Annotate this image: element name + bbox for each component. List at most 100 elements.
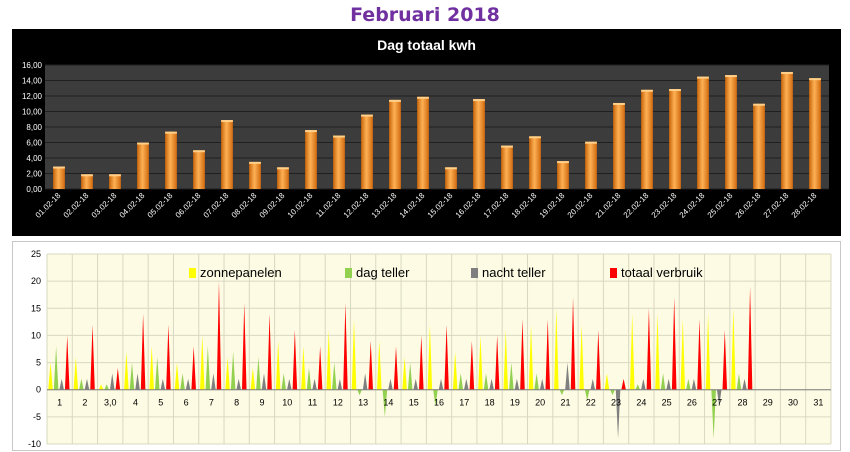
- x-tick-label: 14.02-18: [398, 191, 427, 220]
- series-spike: [160, 378, 166, 390]
- x-tick-label: 16.02-18: [454, 191, 483, 220]
- x-tick-label: 24: [636, 398, 646, 408]
- bar: [529, 136, 541, 189]
- bar-top: [613, 102, 625, 105]
- series-spike: [407, 362, 413, 390]
- series-spike: [191, 346, 196, 390]
- x-tick-label: 17.02-18: [482, 191, 511, 220]
- y-tick-label: 0,00: [26, 185, 42, 194]
- bar-top: [277, 167, 289, 170]
- x-tick-label: 04.02-18: [118, 191, 147, 220]
- series-spike: [351, 319, 357, 390]
- bar-top: [809, 78, 821, 81]
- series-spike: [124, 351, 129, 390]
- bar: [333, 135, 345, 189]
- bar: [221, 120, 233, 189]
- series-spike: [129, 362, 135, 390]
- x-tick-label: 10.02-18: [286, 191, 315, 220]
- x-tick-label: 10: [282, 398, 292, 408]
- series-spike: [716, 389, 722, 406]
- bar-top: [249, 161, 261, 164]
- series-spike: [98, 384, 104, 390]
- x-tick-label: 13: [358, 398, 368, 408]
- legend-item-nacht-teller: nacht teller: [471, 265, 546, 280]
- series-spike: [731, 308, 736, 390]
- y-tick-label: -10: [28, 439, 41, 449]
- bar-top: [501, 145, 513, 148]
- series-spike: [368, 340, 373, 390]
- series-spike: [413, 378, 419, 390]
- bar: [697, 76, 709, 189]
- x-tick-label: 31: [813, 398, 823, 408]
- series-spike: [241, 302, 247, 390]
- x-tick-label: 21: [560, 398, 570, 408]
- daily-total-chart: Dag totaal kwh 0,00 2,00 4,00 6,00 8,00 10,00…: [12, 29, 841, 236]
- x-tick-label: 22: [586, 398, 596, 408]
- series-spike: [520, 319, 525, 390]
- series-spike: [660, 373, 666, 390]
- series-spike: [109, 373, 115, 390]
- series-spike: [494, 335, 500, 390]
- series-spike: [256, 357, 261, 390]
- series-spike: [135, 373, 140, 390]
- series-spike: [174, 362, 180, 390]
- bar-top: [697, 76, 709, 79]
- y-tick-label: 6,00: [26, 139, 42, 148]
- x-tick-label: 03.02-18: [90, 191, 119, 220]
- series-spike: [503, 330, 509, 390]
- series-spike: [115, 368, 121, 390]
- bar-top: [81, 174, 93, 177]
- x-tick-label: 7: [209, 398, 214, 408]
- y-tick-label: 10: [31, 330, 41, 340]
- series-spike: [230, 351, 236, 390]
- bar: [669, 89, 681, 189]
- y-tick-label: 2,00: [26, 170, 42, 179]
- series-spike: [635, 384, 641, 390]
- series-spike: [180, 373, 185, 390]
- meter-chart: -10 -5 0 5 10 15 20 25 1 2 3,0 4 5 6 7 8 9 10 11 12 13 14 15 16…: [12, 241, 841, 451]
- x-tick-label: 16: [434, 398, 444, 408]
- x-tick-label: 05.02-18: [146, 191, 175, 220]
- series-spike: [433, 389, 438, 406]
- x-tick-label: 20.02-18: [566, 191, 595, 220]
- x-tick-label: 02.02-18: [62, 191, 91, 220]
- series-spike: [200, 335, 205, 390]
- series-spike: [686, 378, 691, 390]
- bar: [361, 114, 373, 189]
- bar: [725, 75, 737, 189]
- series-spike: [691, 378, 697, 390]
- bar: [81, 174, 93, 189]
- series-spike: [377, 340, 382, 390]
- series-spike: [402, 357, 407, 390]
- series-spike: [570, 297, 576, 390]
- series-spike: [509, 362, 514, 390]
- x-tick-label: 19: [510, 398, 520, 408]
- series-spike: [584, 389, 590, 401]
- y-tick-label: 12,00: [22, 92, 43, 101]
- x-tick-label: 30: [788, 398, 798, 408]
- bar: [473, 99, 485, 189]
- series-spike: [337, 378, 343, 390]
- series-spike: [287, 378, 292, 390]
- legend-label: nacht teller: [482, 265, 546, 280]
- series-spike: [596, 330, 601, 390]
- series-spike: [469, 340, 475, 390]
- legend-label: dag teller: [356, 265, 410, 280]
- x-tick-label: 11: [308, 398, 317, 408]
- series-spike: [90, 324, 95, 390]
- series-spike: [84, 378, 90, 390]
- series-spike: [742, 378, 747, 390]
- chart-title: Dag totaal kwh: [377, 37, 476, 53]
- x-tick-label: 2: [82, 398, 87, 408]
- bar: [193, 150, 205, 189]
- series-spike: [48, 362, 53, 390]
- series-spike: [267, 313, 272, 390]
- bar: [249, 161, 261, 189]
- series-spike: [671, 297, 677, 390]
- x-tick-label: 11.02-18: [314, 191, 343, 220]
- series-spike: [73, 357, 79, 390]
- bar-top: [221, 120, 233, 123]
- series-spike: [419, 335, 424, 390]
- bar-top: [417, 96, 429, 99]
- x-tick-label: 25.02-18: [706, 191, 735, 220]
